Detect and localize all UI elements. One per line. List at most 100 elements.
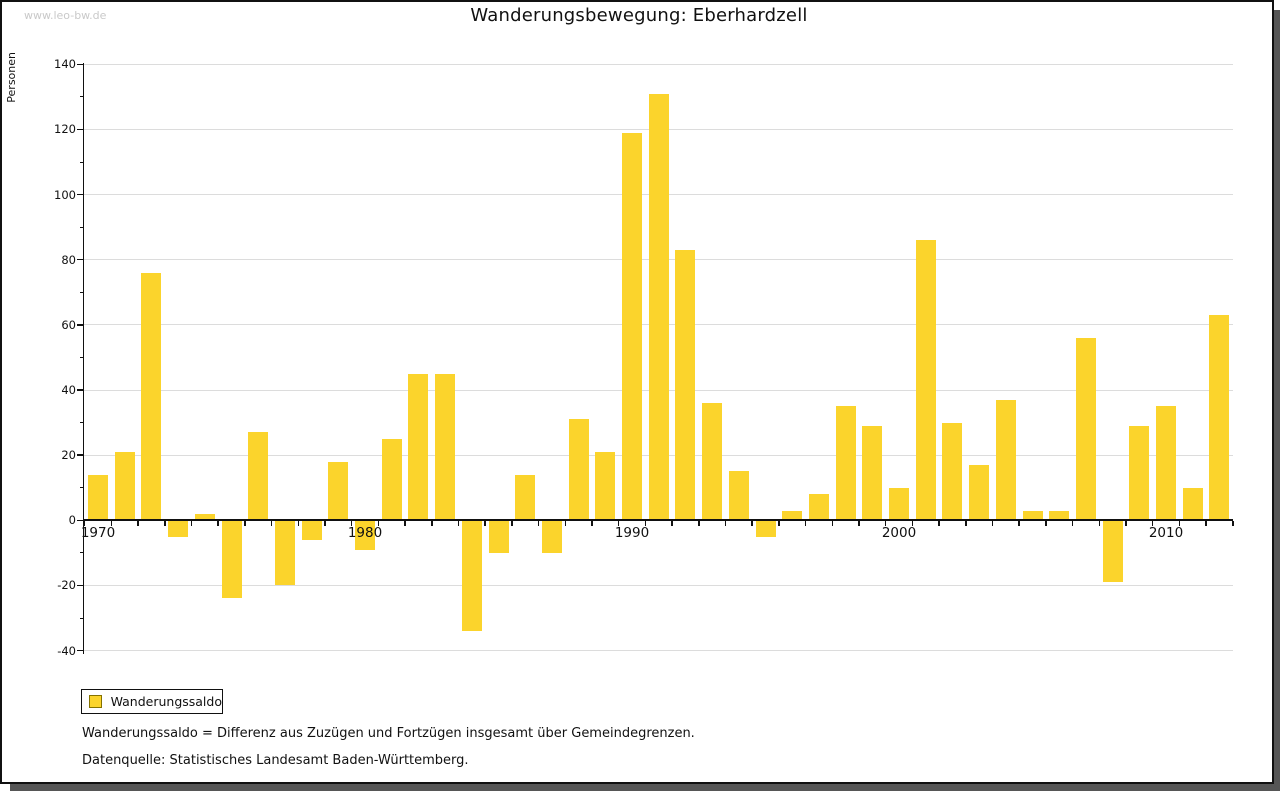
bar <box>301 520 322 540</box>
x-axis-tick <box>83 521 86 526</box>
x-axis-tick <box>404 521 406 526</box>
x-axis-line <box>84 519 1233 522</box>
x-axis-tick <box>1151 521 1154 526</box>
x-axis-tick <box>831 521 833 526</box>
bar <box>461 520 482 632</box>
x-axis-tick <box>617 521 620 526</box>
bar <box>782 510 803 521</box>
gridline <box>84 584 1233 586</box>
x-axis-tick <box>1178 521 1181 526</box>
y-axis-minor-tick <box>80 487 84 489</box>
x-axis-tick <box>564 521 566 526</box>
bar <box>88 474 108 521</box>
bar <box>835 406 856 521</box>
bar <box>515 474 536 521</box>
y-tick-label: 0 <box>68 513 76 528</box>
bar <box>248 432 269 521</box>
gridline <box>84 63 1233 65</box>
y-axis-minor-tick <box>80 617 84 619</box>
x-axis-tick <box>164 521 166 526</box>
bar <box>328 461 349 521</box>
drop-shadow-right <box>1274 10 1280 784</box>
x-axis-tick <box>858 521 860 526</box>
y-tick-label: 140 <box>54 57 76 72</box>
y-axis-major-tick <box>77 193 84 196</box>
x-axis-tick <box>911 521 914 526</box>
watermark: www.leo-bw.de <box>24 9 107 22</box>
bar <box>675 249 696 521</box>
y-axis-major-tick <box>77 584 84 587</box>
bar <box>728 471 749 521</box>
x-tick-label: 1980 <box>347 524 383 541</box>
y-axis-minor-tick <box>80 552 84 554</box>
x-axis-tick <box>591 521 593 526</box>
bar <box>808 494 829 521</box>
bar <box>274 520 295 586</box>
y-axis-major-tick <box>77 454 84 456</box>
x-axis-tick <box>110 521 113 526</box>
bar <box>1075 337 1096 521</box>
x-axis-tick <box>804 521 807 526</box>
x-axis-tick <box>484 521 486 526</box>
x-axis-tick <box>1098 521 1100 526</box>
legend-label: Wanderungssaldo <box>110 694 222 709</box>
y-axis-major-tick <box>77 128 84 131</box>
bar <box>622 132 642 521</box>
y-tick-label: 80 <box>61 252 76 267</box>
x-axis-tick <box>244 521 246 526</box>
x-axis-tick <box>297 521 299 526</box>
y-axis-minor-tick <box>80 356 84 358</box>
y-axis-major-tick <box>77 649 84 652</box>
bar <box>1129 425 1150 521</box>
x-axis-tick <box>217 521 219 526</box>
x-axis-tick <box>457 521 460 526</box>
drop-shadow-bottom <box>10 784 1280 791</box>
x-axis-tick <box>965 521 967 526</box>
y-tick-label: 40 <box>61 383 76 397</box>
bar <box>969 464 990 521</box>
y-axis-major-tick <box>77 258 84 261</box>
x-axis-tick <box>537 521 540 526</box>
x-axis-tick <box>778 521 780 526</box>
bar <box>141 272 162 521</box>
x-axis-tick <box>137 521 139 526</box>
y-axis-minor-tick <box>80 291 84 293</box>
bar <box>568 419 589 521</box>
x-tick-label: 1990 <box>614 524 650 541</box>
bar <box>889 487 909 521</box>
bar <box>381 438 402 521</box>
y-axis-minor-tick <box>80 422 84 424</box>
x-axis-tick <box>991 521 994 526</box>
x-axis-tick <box>511 521 513 526</box>
x-axis-tick <box>1232 521 1234 526</box>
x-tick-label: 2000 <box>881 524 917 541</box>
x-axis-tick <box>1071 521 1074 526</box>
x-axis-tick <box>1205 521 1207 526</box>
footnote-definition: Wanderungssaldo = Differenz aus Zuzügen … <box>82 726 695 741</box>
bar <box>1102 520 1123 583</box>
y-axis-major-tick <box>77 63 84 66</box>
bar <box>1156 406 1176 521</box>
bar <box>595 451 616 521</box>
bar <box>1049 510 1070 521</box>
bar <box>1022 510 1043 521</box>
y-axis-line <box>82 62 84 654</box>
y-axis-minor-tick <box>80 161 84 163</box>
x-axis-tick <box>884 521 887 526</box>
bar <box>114 451 135 521</box>
x-tick-label: 2010 <box>1148 524 1184 541</box>
y-axis-major-tick <box>77 324 84 326</box>
y-axis-minor-tick <box>80 226 84 228</box>
y-tick-label: -40 <box>57 643 76 658</box>
chart-title: Wanderungsbewegung: Eberhardzell <box>470 5 808 26</box>
bar <box>488 520 509 553</box>
gridline <box>84 650 1233 652</box>
legend: Wanderungssaldo <box>81 689 223 714</box>
bar <box>541 520 562 553</box>
x-axis-tick <box>724 521 727 526</box>
x-axis-tick <box>1018 521 1020 526</box>
y-tick-label: -20 <box>57 578 76 593</box>
